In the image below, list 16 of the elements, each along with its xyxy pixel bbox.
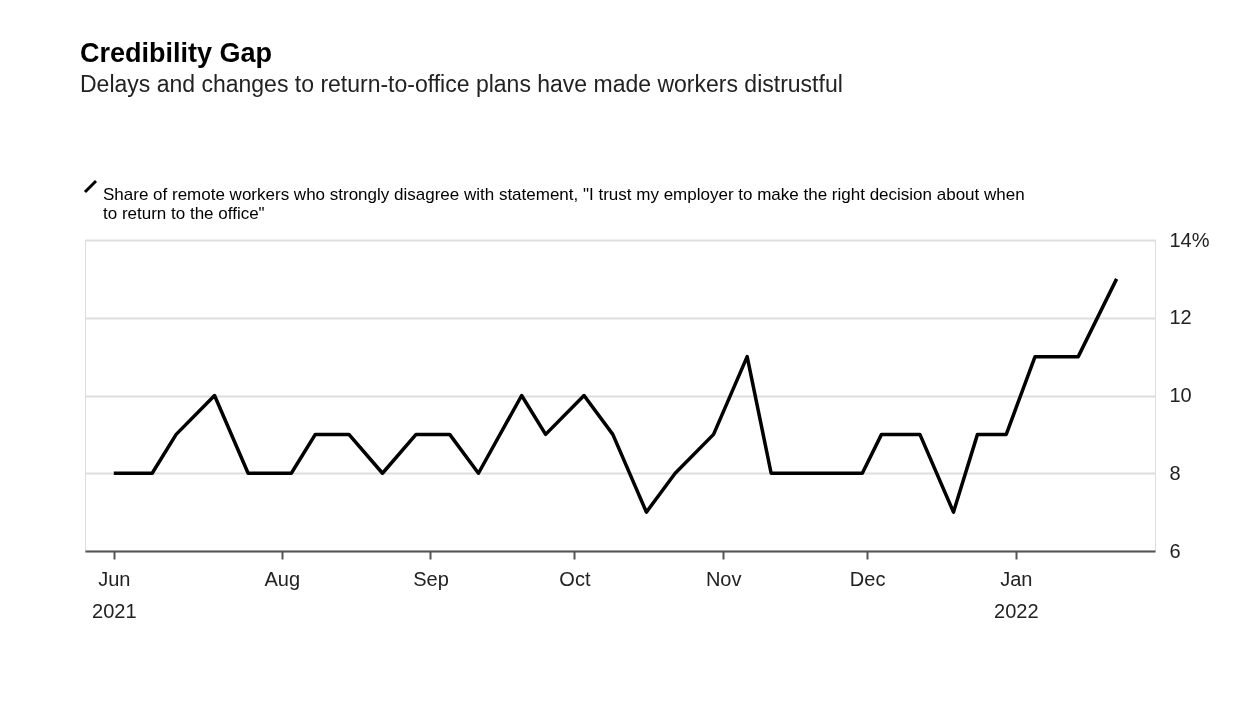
x-tick-label: Oct [559,567,591,590]
y-tick-label: 14% [1169,228,1210,251]
x-tick-label: Aug [264,567,301,590]
y-tick-label: 10 [1169,384,1192,406]
x-tick-label: Dec [849,567,886,590]
chart-title: Credibility Gap [80,38,273,68]
x-tick-label: Jan 2022 [994,567,1039,622]
x-tick-label: Sep [413,567,449,590]
x-tick-label: Nov [705,567,742,590]
x-tick-label: Jun 2021 [92,567,137,622]
y-tick-label: 6 [1169,539,1181,562]
legend-label: Share of remote workers who strongly disagree with statement, "I trust my employer to make the right decision about when to return to the office" [103,184,1025,223]
y-tick-label: 12 [1169,306,1192,329]
y-tick-label: 8 [1169,461,1181,484]
chart-subtitle: Delays and changes to return-to-office plans have made workers distrustful [80,71,843,97]
line-series [112,277,1119,514]
